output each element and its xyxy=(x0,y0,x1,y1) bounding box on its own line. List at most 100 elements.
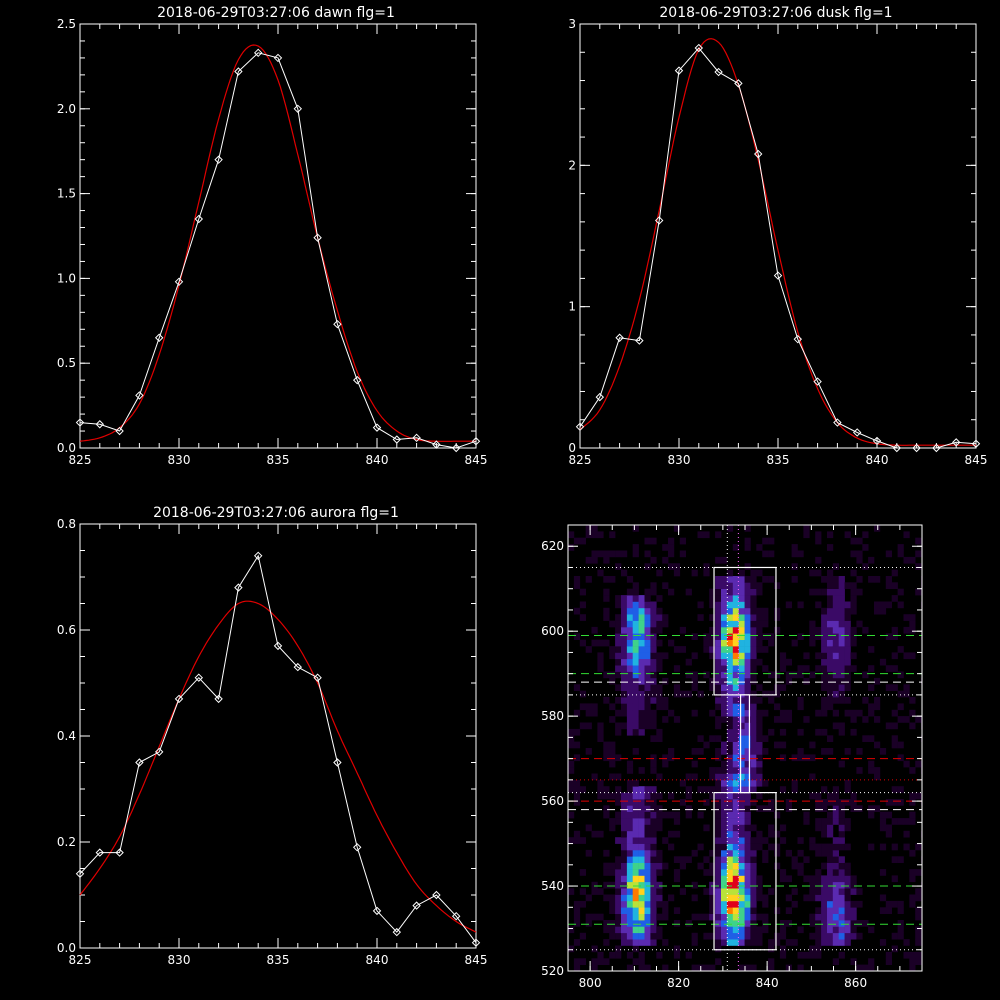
heatmap-cell xyxy=(762,537,769,545)
heatmap-cell xyxy=(621,926,628,934)
heatmap-cell xyxy=(638,697,645,704)
heatmap-cell xyxy=(756,582,763,589)
heatmap-cell xyxy=(844,639,851,647)
data-point-marker xyxy=(214,155,223,164)
heatmap-cell xyxy=(821,576,828,583)
heatmap-cell xyxy=(850,582,857,589)
heatmap-cell xyxy=(832,684,839,691)
data-point-marker xyxy=(813,377,822,386)
heatmap-cell xyxy=(732,843,739,851)
heatmap-cell xyxy=(821,805,828,812)
heatmap-cell xyxy=(638,786,645,793)
heatmap-cell xyxy=(844,926,851,934)
heatmap-cell xyxy=(844,620,851,628)
heatmap-cell xyxy=(732,677,739,685)
heatmap-cell xyxy=(838,582,845,589)
heatmap-cell xyxy=(850,805,857,812)
heatmap-cell xyxy=(644,964,651,971)
heatmap-cell xyxy=(732,690,739,698)
heatmap-cell xyxy=(809,792,816,800)
heatmap-cell xyxy=(632,665,639,672)
heatmap-cell xyxy=(591,958,598,965)
heatmap-cell xyxy=(638,818,645,825)
heatmap-cell xyxy=(744,786,751,793)
heatmap-cell xyxy=(891,786,898,793)
heatmap-cell xyxy=(721,792,728,800)
heatmap-cell xyxy=(844,601,851,609)
y-tick-label: 3 xyxy=(568,17,576,31)
heatmap-cell xyxy=(726,735,734,742)
heatmap-cell xyxy=(750,626,757,634)
heatmap-cell xyxy=(856,550,863,558)
heatmap-cell xyxy=(844,607,851,615)
heatmap-cell xyxy=(868,646,875,653)
heatmap-cell xyxy=(656,811,663,819)
heatmap-cell xyxy=(791,550,798,558)
heatmap-cell xyxy=(821,639,828,647)
heatmap-cell xyxy=(721,786,728,793)
heatmap-cell xyxy=(603,805,610,812)
heatmap-cell xyxy=(756,767,763,774)
heatmap-cell xyxy=(726,856,734,863)
heatmap-cell xyxy=(621,932,628,940)
heatmap-cell xyxy=(762,633,769,640)
heatmap-cell xyxy=(744,837,751,844)
heatmap-cell xyxy=(732,818,739,825)
heatmap-cell xyxy=(721,856,728,863)
heatmap-cell xyxy=(632,646,639,653)
heatmap-cell xyxy=(715,900,722,908)
heatmap-cell xyxy=(779,951,787,959)
heatmap-cell xyxy=(732,658,739,666)
heatmap-cell xyxy=(650,697,657,704)
heatmap-cell xyxy=(779,875,787,883)
heatmap-cell xyxy=(815,818,822,825)
data-point-marker xyxy=(95,848,105,857)
heatmap-cell xyxy=(626,614,634,621)
heatmap-cell xyxy=(626,684,634,691)
data-point-marker xyxy=(432,440,441,449)
heatmap-cell xyxy=(721,830,728,838)
heatmap-cell xyxy=(744,677,751,685)
heatmap-cell xyxy=(891,722,898,730)
heatmap-cell xyxy=(821,652,828,660)
data-point-marker xyxy=(174,694,184,704)
heatmap-cell xyxy=(626,811,634,819)
heatmap-cell xyxy=(609,869,616,876)
heatmap-cell xyxy=(685,786,692,793)
heatmap-cell xyxy=(838,633,845,640)
heatmap-cell xyxy=(650,684,657,691)
heatmap-cell xyxy=(632,881,639,889)
heatmap-cell xyxy=(591,639,598,647)
heatmap-cell xyxy=(821,818,828,825)
heatmap-cell xyxy=(632,856,639,863)
heatmap-cell xyxy=(603,754,610,762)
heatmap-cell xyxy=(815,709,822,717)
heatmap-cell xyxy=(709,786,716,793)
heatmap-cell xyxy=(632,900,639,908)
heatmap-cell xyxy=(903,684,910,691)
heatmap-cell xyxy=(815,907,822,914)
heatmap-cell xyxy=(832,958,839,965)
heatmap-cell xyxy=(650,658,657,666)
heatmap-cell xyxy=(738,614,745,621)
heatmap-cell xyxy=(668,563,675,570)
heatmap-cell xyxy=(838,614,845,621)
heatmap-cell xyxy=(838,646,845,653)
heatmap-cell xyxy=(579,703,586,711)
heatmap-cell xyxy=(615,862,622,870)
heatmap-cell xyxy=(715,665,722,672)
chart-title-dusk: 2018-06-29T03:27:06 dusk flg=1 xyxy=(659,5,892,21)
heatmap-cell xyxy=(726,620,734,628)
heatmap-cell xyxy=(621,614,628,621)
heatmap-cell xyxy=(662,907,669,914)
heatmap-cell xyxy=(650,709,657,717)
heatmap-cell xyxy=(885,799,892,806)
heatmap-cell xyxy=(715,881,722,889)
heatmap-cell xyxy=(815,932,822,940)
heatmap-cell xyxy=(768,671,775,679)
heatmap-cell xyxy=(803,665,810,672)
heatmap-cell xyxy=(603,748,610,755)
heatmap-cell xyxy=(726,716,734,723)
data-markers-dusk xyxy=(575,43,981,453)
heatmap-cell xyxy=(832,888,839,895)
